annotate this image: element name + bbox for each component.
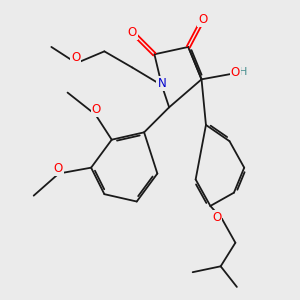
Text: O: O <box>231 66 240 79</box>
Text: O: O <box>53 162 63 175</box>
Text: O: O <box>128 26 137 39</box>
Text: O: O <box>198 13 208 26</box>
Text: O: O <box>92 103 101 116</box>
Text: H: H <box>239 67 248 77</box>
Text: O: O <box>71 51 80 64</box>
Text: O: O <box>212 211 221 224</box>
Text: N: N <box>158 77 166 90</box>
